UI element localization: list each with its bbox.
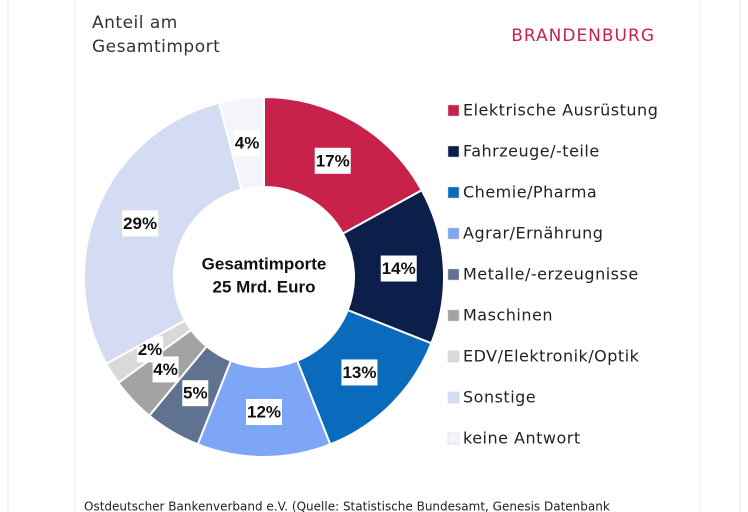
label-box xyxy=(234,130,261,157)
value-label: 4% xyxy=(235,134,260,153)
legend-label: EDV/Elektronik/Optik xyxy=(463,347,640,366)
legend-label: Metalle/-erzeugnisse xyxy=(463,265,639,284)
label-box xyxy=(122,210,159,237)
donut: 17%14%13%12%5%4%2%29%4% xyxy=(83,95,445,458)
legend-swatch xyxy=(447,268,460,281)
value-label: 29% xyxy=(123,214,157,233)
label-box xyxy=(182,380,209,407)
legend-swatch xyxy=(447,432,460,445)
value-label: 17% xyxy=(316,151,350,170)
legend-label: Maschinen xyxy=(463,306,553,325)
legend-swatch xyxy=(447,391,460,404)
legend-label: Chemie/Pharma xyxy=(463,183,597,202)
legend-label: Sonstige xyxy=(463,388,536,407)
value-label: 14% xyxy=(382,259,416,278)
center-label: 25 Mrd. Euro xyxy=(213,277,316,296)
label-box xyxy=(341,359,378,386)
subtitle-line: Gesamtimport xyxy=(92,37,220,57)
slice xyxy=(83,101,243,366)
value-label: 12% xyxy=(247,402,281,421)
legend-label: Agrar/Ernährung xyxy=(463,224,603,243)
legend-label: Fahrzeuge/-teile xyxy=(463,142,600,161)
label-box xyxy=(246,399,282,425)
region-label: BRANDENBURG xyxy=(511,26,655,46)
center-label: Gesamtimporte xyxy=(202,254,327,273)
source: Ostdeutscher Bankenverband e.V. (Quelle:… xyxy=(84,500,610,512)
subtitle-line: Anteil am xyxy=(92,13,178,33)
legend-swatch xyxy=(447,309,460,322)
legend-swatch xyxy=(447,186,460,199)
legend-label: Elektrische Ausrüstung xyxy=(463,101,658,120)
legend-swatch xyxy=(447,227,460,240)
legend-swatch xyxy=(447,145,460,158)
legend-swatch xyxy=(447,350,460,363)
label-box xyxy=(314,147,351,174)
value-label: 4% xyxy=(153,360,178,379)
legend-label: keine Antwort xyxy=(463,429,581,448)
legend-swatch xyxy=(447,104,460,117)
value-label: 5% xyxy=(183,384,208,403)
legend: Elektrische Ausrüstung Fahrzeuge/-teile Ch… xyxy=(447,101,658,448)
value-label: 2% xyxy=(138,340,163,359)
value-label: 13% xyxy=(342,363,376,382)
label-box xyxy=(380,255,417,282)
